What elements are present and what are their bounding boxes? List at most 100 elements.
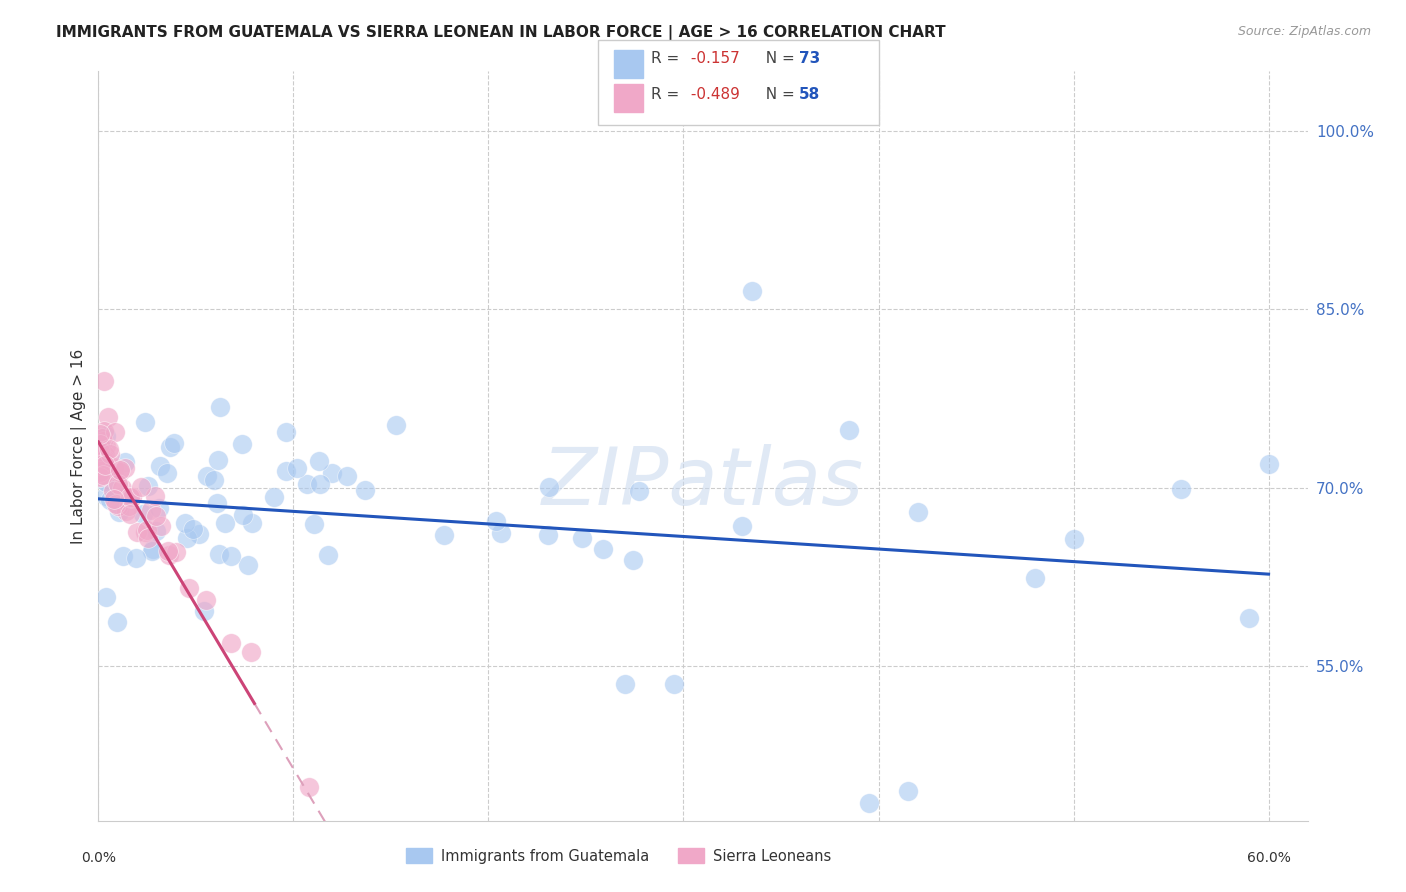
- Point: [176, 531, 198, 545]
- Point: [111, 549, 134, 563]
- Point: [491, 525, 513, 540]
- Point: [89, 465, 111, 479]
- Point: [537, 528, 560, 542]
- Point: [205, 495, 228, 509]
- Point: [110, 463, 132, 477]
- Point: [93, 458, 115, 473]
- Point: [96, 428, 118, 442]
- Point: [274, 425, 297, 439]
- Point: [149, 458, 172, 473]
- Point: [108, 465, 131, 479]
- Point: [97, 442, 120, 456]
- Point: [138, 531, 160, 545]
- Point: [89, 437, 111, 451]
- Text: -0.489: -0.489: [686, 87, 740, 102]
- Point: [187, 526, 209, 541]
- Text: ZIPatlas: ZIPatlas: [541, 444, 865, 523]
- Point: [838, 423, 860, 437]
- Point: [897, 784, 920, 798]
- Point: [173, 516, 195, 530]
- Point: [193, 604, 215, 618]
- Point: [614, 677, 637, 691]
- Point: [141, 543, 163, 558]
- Point: [96, 489, 118, 503]
- Point: [336, 468, 359, 483]
- Point: [89, 443, 111, 458]
- Point: [231, 437, 253, 451]
- Point: [232, 508, 254, 523]
- Point: [98, 446, 121, 460]
- Point: [150, 518, 173, 533]
- Point: [89, 469, 111, 483]
- Point: [181, 522, 204, 536]
- Point: [121, 490, 143, 504]
- Point: [105, 497, 128, 511]
- Point: [142, 542, 165, 557]
- Point: [1063, 533, 1085, 547]
- Point: [103, 464, 125, 478]
- Point: [208, 400, 231, 414]
- Point: [304, 516, 326, 531]
- Text: 60.0%: 60.0%: [1247, 851, 1291, 865]
- Point: [120, 508, 142, 522]
- Point: [385, 417, 408, 432]
- Point: [105, 615, 128, 630]
- Point: [202, 473, 225, 487]
- Point: [104, 425, 127, 439]
- Point: [298, 780, 321, 795]
- Point: [134, 416, 156, 430]
- Point: [89, 426, 111, 441]
- Point: [145, 508, 167, 523]
- Text: N =: N =: [756, 51, 800, 66]
- Point: [309, 476, 332, 491]
- Point: [195, 469, 218, 483]
- Point: [628, 483, 651, 498]
- Text: Source: ZipAtlas.com: Source: ZipAtlas.com: [1237, 25, 1371, 38]
- Point: [89, 469, 111, 483]
- Point: [96, 475, 118, 489]
- Point: [297, 477, 319, 491]
- Text: 73: 73: [799, 51, 820, 66]
- Point: [239, 645, 262, 659]
- Point: [114, 460, 136, 475]
- Point: [1257, 457, 1279, 471]
- Point: [107, 499, 129, 513]
- Point: [145, 524, 167, 538]
- Point: [1237, 611, 1260, 625]
- Point: [1024, 571, 1046, 585]
- Point: [103, 491, 125, 506]
- Point: [433, 528, 456, 542]
- Point: [571, 531, 593, 545]
- Point: [101, 484, 124, 499]
- Point: [107, 477, 129, 491]
- Text: 58: 58: [799, 87, 820, 102]
- Point: [238, 558, 260, 572]
- Point: [662, 677, 685, 691]
- Point: [287, 460, 309, 475]
- Point: [94, 439, 117, 453]
- Point: [219, 549, 242, 564]
- Point: [163, 436, 186, 450]
- Point: [219, 636, 242, 650]
- Point: [156, 466, 179, 480]
- Point: [263, 490, 285, 504]
- Point: [274, 464, 297, 478]
- Point: [132, 507, 155, 521]
- Point: [91, 453, 114, 467]
- Point: [354, 483, 377, 498]
- Point: [308, 453, 330, 467]
- Point: [157, 549, 180, 563]
- Point: [108, 505, 131, 519]
- Text: -0.157: -0.157: [686, 51, 740, 66]
- Text: R =: R =: [651, 87, 685, 102]
- Point: [177, 581, 200, 595]
- Point: [858, 796, 880, 810]
- Point: [91, 431, 114, 445]
- Point: [118, 490, 141, 504]
- Y-axis label: In Labor Force | Age > 16: In Labor Force | Age > 16: [72, 349, 87, 543]
- Point: [136, 523, 159, 537]
- Point: [165, 545, 187, 559]
- Point: [136, 479, 159, 493]
- Point: [96, 590, 118, 604]
- Text: N =: N =: [756, 87, 800, 102]
